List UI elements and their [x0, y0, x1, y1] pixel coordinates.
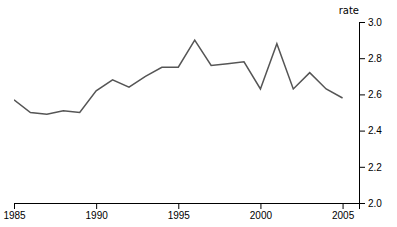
- tick-mark: [359, 94, 365, 95]
- tick: 2.2: [359, 162, 382, 173]
- marks: [14, 40, 343, 114]
- tick-label: 3.0: [368, 17, 382, 28]
- axis-line: [360, 23, 366, 204]
- tick-mark: [96, 203, 97, 209]
- tick-label: 2.8: [368, 53, 382, 64]
- tick-label: 1990: [86, 210, 109, 221]
- tick: 2.0: [359, 198, 382, 209]
- chart: 1985 1990 1995 2000 2005 2.0 2.2 2.4 2.6 2.8 3.0 ra…: [0, 0, 397, 227]
- tick: 1990: [86, 203, 109, 221]
- tick-label: 2.6: [368, 89, 382, 100]
- tick-mark: [359, 58, 365, 59]
- axis-line: [15, 204, 360, 210]
- tick-mark: [343, 203, 344, 209]
- line: [14, 40, 343, 114]
- tick-mark: [14, 203, 15, 209]
- tick: 2000: [250, 203, 273, 221]
- y-label: rate: [339, 5, 359, 16]
- tick: 3.0: [359, 17, 382, 28]
- tick: 2.6: [359, 89, 382, 100]
- tick-label: 1995: [168, 210, 191, 221]
- tick: 1985: [3, 203, 26, 221]
- tick-label: 2.0: [368, 198, 382, 209]
- tick-label: 2005: [332, 210, 355, 221]
- tick-label: 2.4: [368, 125, 382, 136]
- tick-mark: [178, 203, 179, 209]
- tick: 1995: [168, 203, 191, 221]
- tick-mark: [359, 22, 365, 23]
- tick: 2005: [332, 203, 355, 221]
- tick: 2.4: [359, 125, 382, 136]
- tick-mark: [359, 167, 365, 168]
- y-axis: 2.0 2.2 2.4 2.6 2.8 3.0: [359, 17, 382, 209]
- tick-mark: [359, 131, 365, 132]
- tick: 2.8: [359, 53, 382, 64]
- tick-mark: [359, 203, 365, 204]
- tick-label: 2000: [250, 210, 273, 221]
- x-axis: 1985 1990 1995 2000 2005: [3, 203, 359, 221]
- tick-mark: [260, 203, 261, 209]
- tick-label: 2.2: [368, 162, 382, 173]
- plot: 1985 1990 1995 2000 2005 2.0 2.2 2.4 2.6 2.8 3.0 ra…: [3, 5, 382, 221]
- tick-label: 1985: [3, 210, 26, 221]
